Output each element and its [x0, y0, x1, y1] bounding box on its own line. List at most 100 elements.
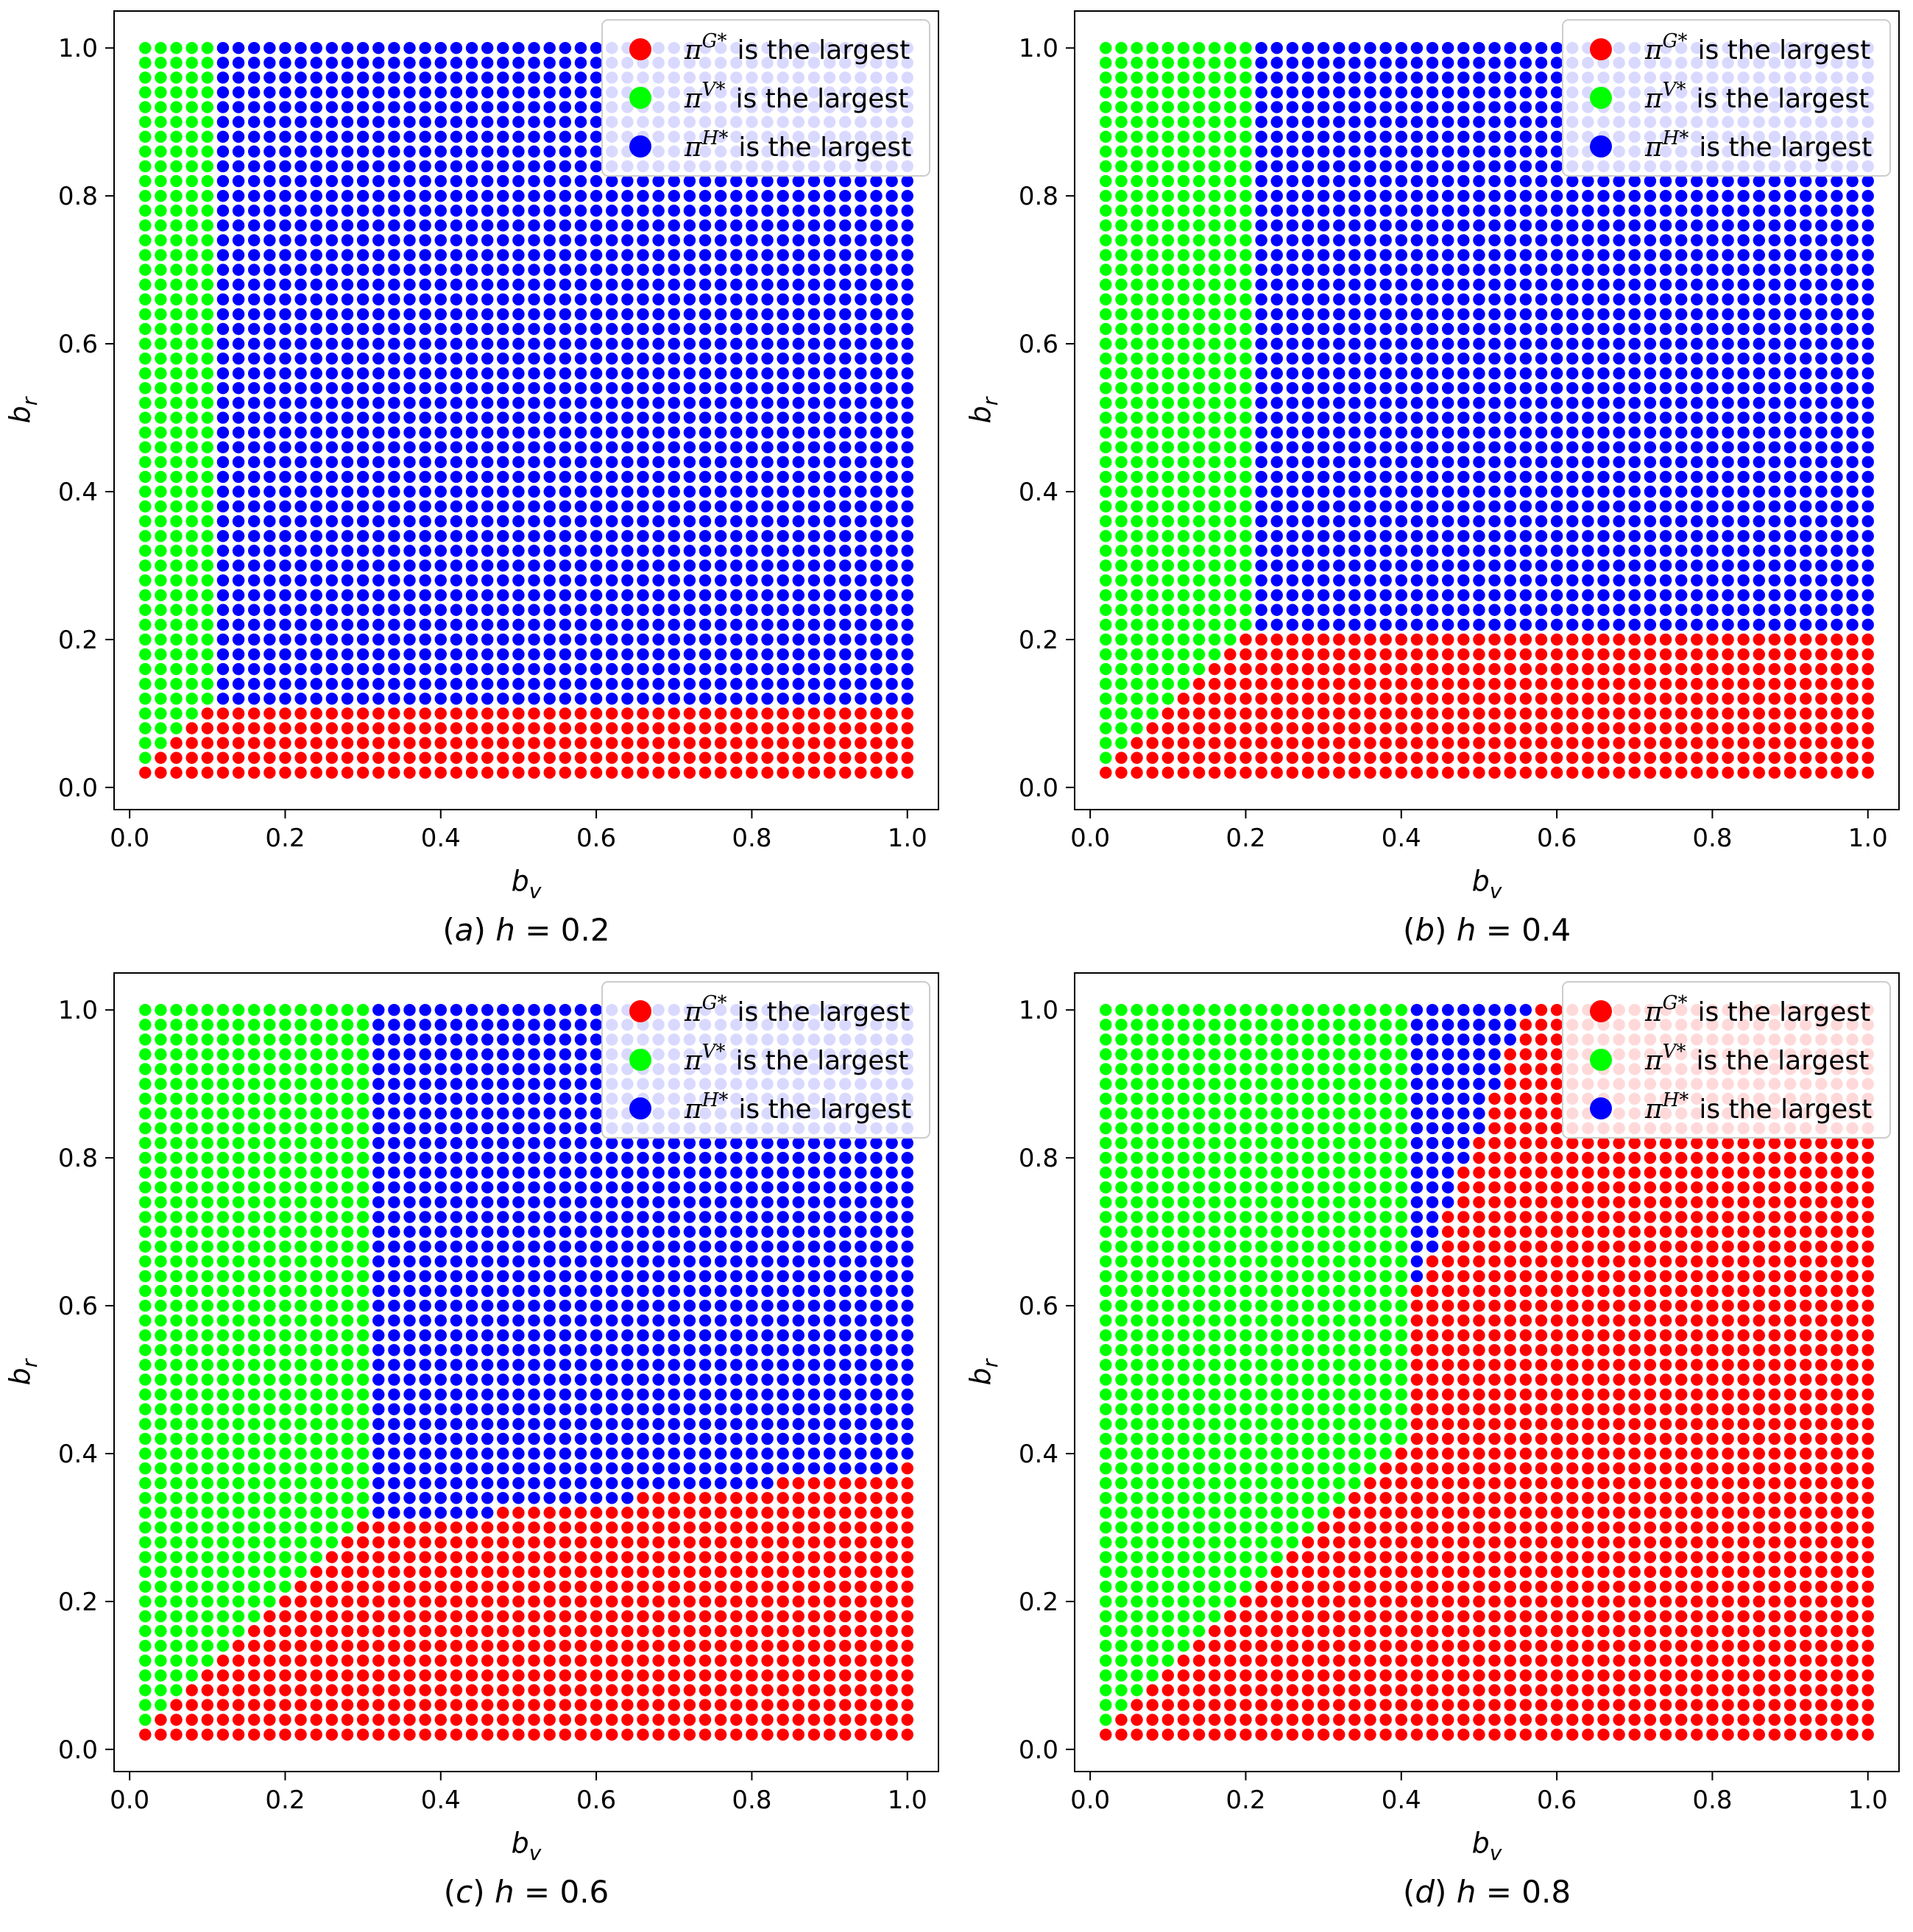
point-H	[528, 485, 540, 498]
point-H	[1628, 618, 1641, 631]
point-H	[481, 456, 494, 469]
point-H	[325, 397, 339, 409]
point-H	[512, 411, 525, 424]
point-G	[1348, 648, 1361, 661]
point-V	[1208, 441, 1221, 453]
point-H	[761, 205, 774, 217]
point-H	[450, 278, 463, 291]
point-H	[807, 545, 821, 557]
point-H	[372, 352, 385, 365]
point-H	[1613, 293, 1625, 306]
point-H	[1628, 530, 1641, 542]
point-V	[155, 485, 167, 498]
point-H	[559, 678, 572, 690]
point-H	[855, 470, 867, 484]
point-H	[279, 234, 291, 247]
point-V	[185, 574, 198, 587]
point-H	[1566, 485, 1579, 498]
point-H	[730, 485, 743, 498]
point-H	[1691, 456, 1703, 469]
point-H	[1753, 205, 1766, 217]
point-V	[1115, 116, 1128, 128]
point-H	[232, 604, 245, 616]
point-V	[155, 234, 167, 247]
point-H	[621, 397, 634, 409]
point-H	[668, 174, 680, 188]
point-H	[559, 411, 572, 424]
point-H	[294, 693, 307, 705]
point-H	[1737, 234, 1750, 247]
point-G	[216, 751, 230, 764]
point-H	[1395, 234, 1407, 247]
point-H	[1613, 456, 1625, 469]
point-H	[1675, 308, 1688, 321]
point-H	[1753, 352, 1766, 365]
point-H	[1286, 293, 1299, 306]
point-H	[1286, 234, 1299, 247]
point-H	[559, 397, 572, 409]
point-G	[683, 722, 696, 735]
point-G	[1628, 751, 1641, 764]
point-V	[185, 470, 198, 484]
point-H	[1628, 397, 1641, 409]
point-H	[264, 322, 276, 336]
point-G	[1410, 633, 1424, 646]
point-V	[201, 249, 213, 261]
point-H	[559, 263, 572, 276]
point-G	[1722, 737, 1734, 749]
point-H	[1737, 441, 1750, 453]
point-V	[201, 278, 213, 291]
point-H	[1706, 618, 1719, 631]
point-H	[746, 352, 758, 365]
point-H	[497, 145, 509, 158]
point-G	[388, 707, 400, 720]
point-H	[1831, 219, 1843, 232]
point-H	[310, 411, 322, 424]
point-V	[1100, 308, 1112, 321]
point-H	[590, 633, 603, 646]
point-V	[1208, 589, 1221, 601]
point-G	[1861, 693, 1874, 705]
point-H	[216, 57, 230, 69]
point-H	[807, 174, 821, 188]
point-H	[1379, 470, 1392, 484]
point-H	[528, 633, 540, 646]
point-H	[1737, 249, 1750, 261]
point-H	[559, 189, 572, 202]
point-H	[1441, 249, 1454, 261]
point-H	[637, 426, 649, 439]
point-V	[1192, 278, 1206, 291]
point-H	[294, 397, 307, 409]
point-H	[1441, 618, 1454, 631]
point-V	[1131, 352, 1143, 365]
point-H	[1691, 470, 1703, 484]
point-H	[1831, 559, 1843, 572]
point-V	[170, 648, 183, 661]
point-G	[1675, 722, 1688, 735]
point-H	[1410, 559, 1424, 572]
point-H	[512, 308, 525, 321]
point-H	[419, 633, 431, 646]
point-H	[310, 189, 322, 202]
point-H	[403, 662, 416, 676]
point-H	[559, 234, 572, 247]
point-H	[637, 693, 649, 705]
point-V	[139, 737, 152, 749]
point-V	[1224, 205, 1237, 217]
point-H	[1722, 382, 1734, 394]
point-H	[372, 42, 385, 54]
point-H	[310, 57, 322, 69]
point-H	[1255, 130, 1267, 143]
point-H	[1441, 367, 1454, 380]
point-H	[1301, 189, 1315, 202]
point-G	[807, 766, 821, 779]
point-H	[1473, 219, 1485, 232]
point-V	[155, 693, 167, 705]
point-H	[637, 411, 649, 424]
point-V	[1131, 470, 1143, 484]
point-H	[699, 500, 712, 513]
point-H	[574, 101, 587, 113]
point-H	[714, 426, 727, 439]
point-H	[341, 397, 354, 409]
point-H	[1566, 545, 1579, 557]
